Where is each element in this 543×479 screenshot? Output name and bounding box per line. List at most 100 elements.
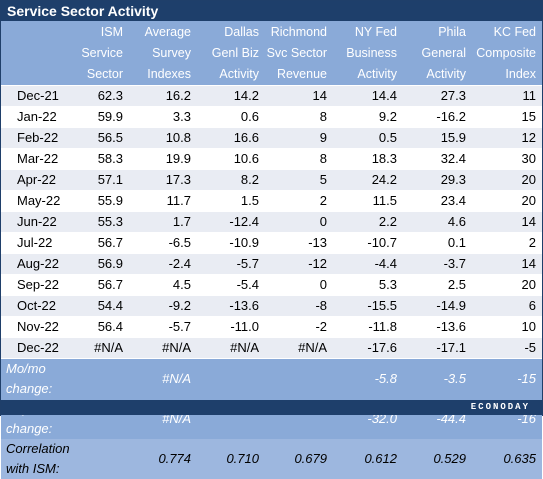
table-cell: 8.2	[197, 170, 265, 191]
table-cell: 0	[265, 212, 333, 233]
table-cell: -16.2	[403, 107, 472, 128]
table-cell: 55.9	[73, 191, 129, 212]
table-cell: 55.3	[73, 212, 129, 233]
table-cell: 19.9	[129, 149, 197, 170]
table-cell: -12.4	[197, 212, 265, 233]
table-cell: 30	[472, 149, 542, 170]
table-cell: 56.7	[73, 233, 129, 254]
table-cell: -10.7	[333, 233, 403, 254]
table-cell: 14	[265, 86, 333, 107]
table-cell: 4.5	[129, 275, 197, 296]
summary-cell: 0.679	[265, 439, 333, 479]
table-cell: 0.6	[197, 107, 265, 128]
table-row: Dec-22#N/A#N/A#N/A#N/A-17.6-17.1-5	[1, 338, 542, 359]
header-line: Activity	[403, 64, 466, 85]
header-line: ISM	[73, 22, 123, 43]
table-cell: 20	[472, 275, 542, 296]
header-line: Composite	[472, 43, 536, 64]
table-cell: 9.2	[333, 107, 403, 128]
table-cell: -11.8	[333, 317, 403, 338]
table-cell: 9	[265, 128, 333, 149]
table-cell: 23.4	[403, 191, 472, 212]
table-cell: -2.4	[129, 254, 197, 275]
table-cell: -13	[265, 233, 333, 254]
table-cell: -11.0	[197, 317, 265, 338]
table-cell: 3.3	[129, 107, 197, 128]
table-cell: -17.1	[403, 338, 472, 359]
table-cell: 0.5	[333, 128, 403, 149]
table-cell: 56.7	[73, 275, 129, 296]
header-line: Activity	[197, 64, 259, 85]
table-cell: 56.9	[73, 254, 129, 275]
table-cell: 59.9	[73, 107, 129, 128]
summary-cell: 0.529	[403, 439, 472, 479]
summary-cell: 0.612	[333, 439, 403, 479]
table-cell: 2	[265, 191, 333, 212]
summary-label: Mo/mo change:	[1, 359, 73, 400]
header-line: NY Fed	[333, 22, 397, 43]
table-cell: 20	[472, 191, 542, 212]
header-line: General	[403, 43, 466, 64]
table-cell: 56.5	[73, 128, 129, 149]
row-date: Oct-22	[1, 296, 73, 317]
summary-cell: -5.8	[333, 359, 403, 400]
row-date: Feb-22	[1, 128, 73, 149]
row-date: May-22	[1, 191, 73, 212]
table-cell: 8	[265, 149, 333, 170]
table-cell: 11	[472, 86, 542, 107]
table-cell: 14.4	[333, 86, 403, 107]
table-cell: 16.6	[197, 128, 265, 149]
summary-cell: 0.710	[197, 439, 265, 479]
table-cell: 62.3	[73, 86, 129, 107]
table-cell: 5	[265, 170, 333, 191]
table-cell: 11.7	[129, 191, 197, 212]
row-date: Aug-22	[1, 254, 73, 275]
header-line: Dallas	[197, 22, 259, 43]
table-cell: -6.5	[129, 233, 197, 254]
table-cell: -17.6	[333, 338, 403, 359]
header-line: Activity	[333, 64, 397, 85]
table-cell: 1.5	[197, 191, 265, 212]
summary-cell	[265, 359, 333, 400]
table-summary: Mo/mo change:#N/A-5.8-3.5-15Yr/yr change…	[1, 359, 542, 479]
table-cell: -8	[265, 296, 333, 317]
table-cell: 10	[472, 317, 542, 338]
table-cell: -3.7	[403, 254, 472, 275]
table-cell: -10.9	[197, 233, 265, 254]
table-cell: 20	[472, 170, 542, 191]
table-cell: #N/A	[197, 338, 265, 359]
table-cell: 24.2	[333, 170, 403, 191]
header-line: Svc Sector	[265, 43, 327, 64]
table-cell: 54.4	[73, 296, 129, 317]
table-cell: 32.4	[403, 149, 472, 170]
header-line: KC Fed	[472, 22, 536, 43]
header-line: Richmond	[265, 22, 327, 43]
summary-row: Mo/mo change:#N/A-5.8-3.5-15	[1, 359, 542, 400]
summary-cell: -15	[472, 359, 542, 400]
table-cell: 11.5	[333, 191, 403, 212]
row-date: Jul-22	[1, 233, 73, 254]
table-cell: 2.2	[333, 212, 403, 233]
header-line: Survey	[129, 43, 191, 64]
header-line: Revenue	[265, 64, 327, 85]
header-line: Index	[472, 64, 536, 85]
table-cell: -12	[265, 254, 333, 275]
row-date: Jun-22	[1, 212, 73, 233]
table-cell: 58.3	[73, 149, 129, 170]
table-cell: 16.2	[129, 86, 197, 107]
header-line: Indexes	[129, 64, 191, 85]
